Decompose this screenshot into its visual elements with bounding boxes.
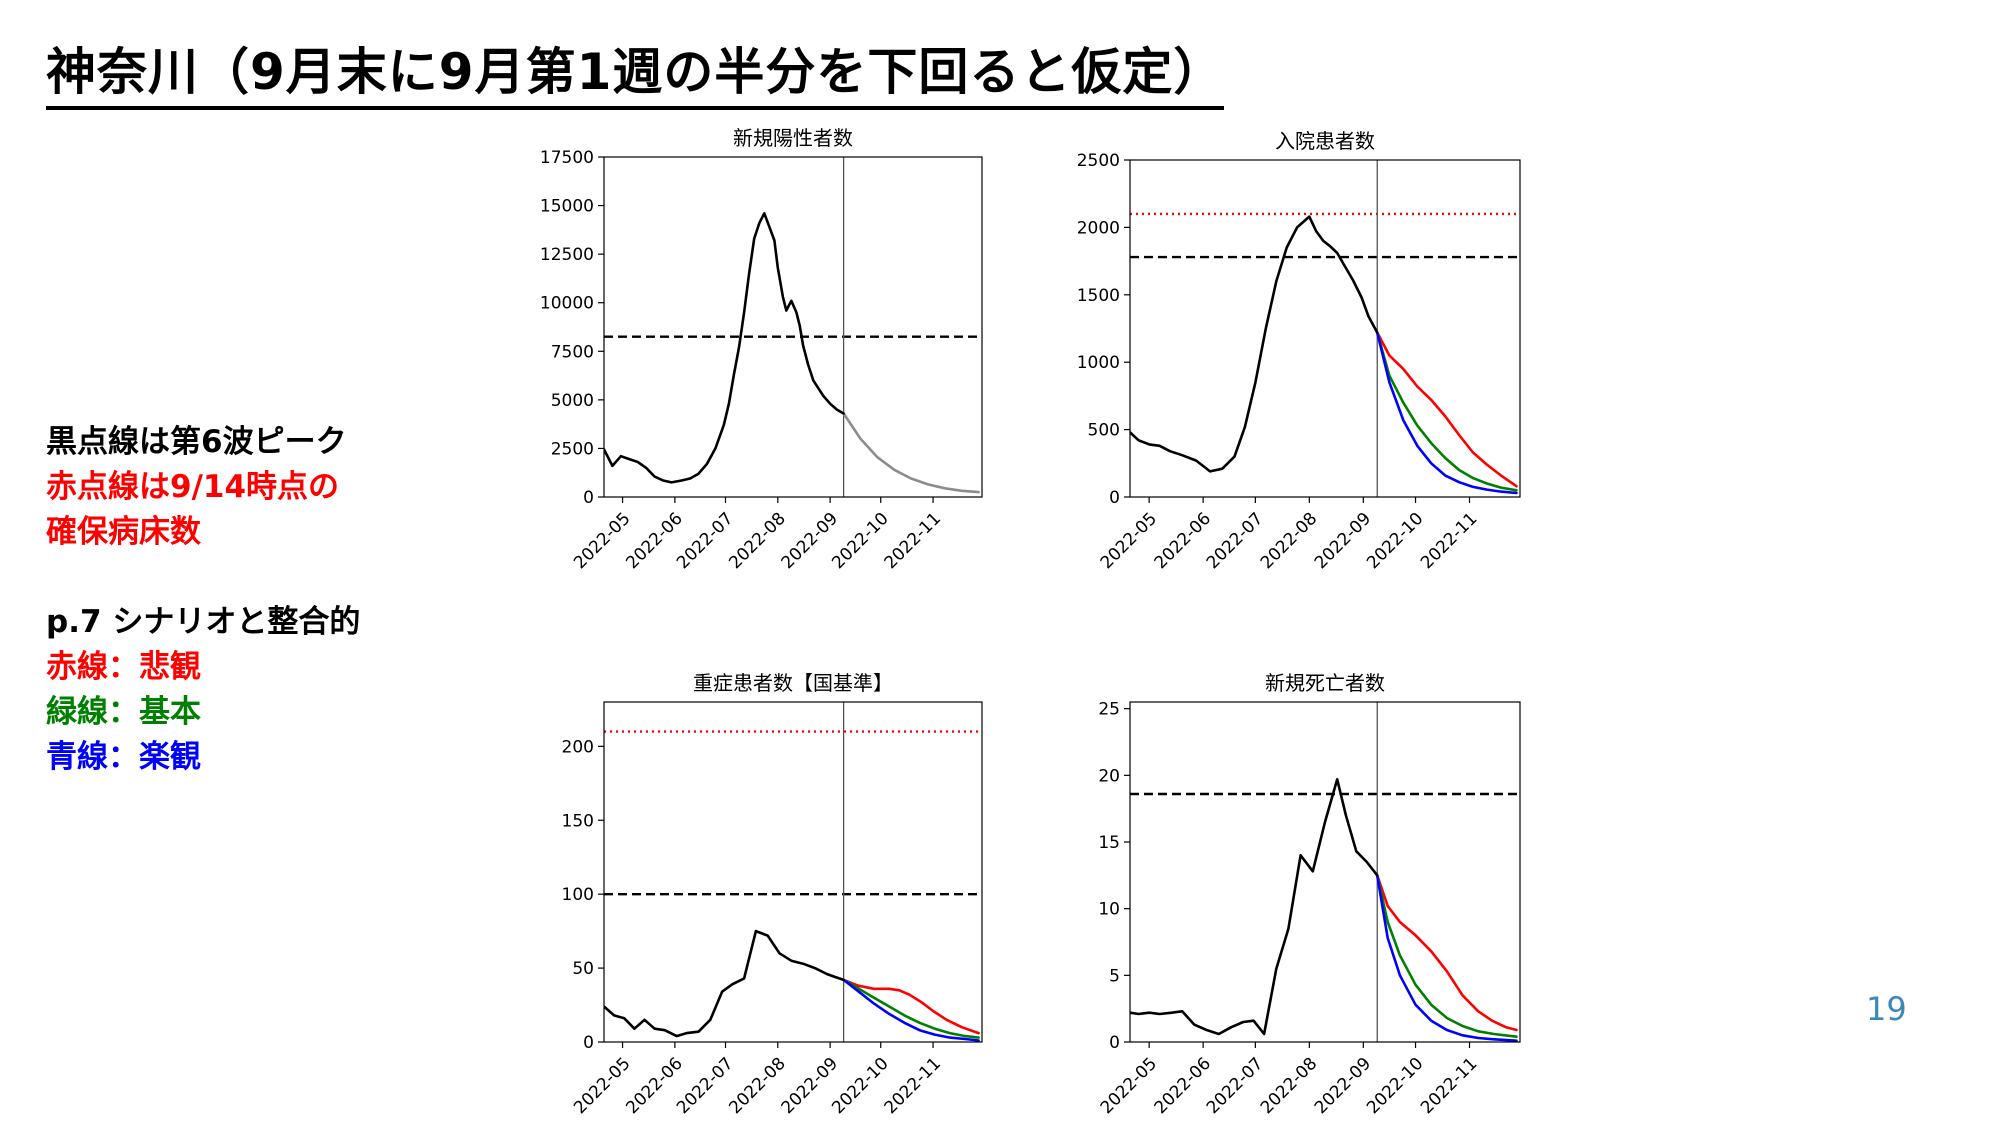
x-tick-label: 2022-06: [1151, 1054, 1215, 1118]
projection-series: [842, 412, 980, 494]
slide-title: 神奈川（9月末に9月第1週の半分を下回ると仮定）: [46, 40, 1225, 110]
x-tick-label: 2022-10: [828, 509, 892, 573]
x-tick-label: 2022-08: [1257, 1054, 1321, 1118]
y-tick-label: 150: [562, 811, 594, 831]
y-tick-label: 10: [1098, 900, 1120, 920]
optimistic-series: [842, 978, 980, 1042]
observed-series: [1130, 215, 1379, 473]
optimistic-series: [1375, 331, 1518, 495]
x-tick-label: 2022-07: [673, 509, 737, 573]
note-peak-line: 黒点線は第6波ピーク: [46, 424, 347, 460]
note-baseline: 緑線：基本: [46, 694, 201, 730]
y-tick-label: 2500: [551, 439, 594, 459]
y-tick-label: 0: [583, 1033, 594, 1053]
y-tick-label: 12500: [540, 245, 594, 265]
note-spacer: [46, 555, 360, 600]
y-tick-label: 0: [1109, 488, 1120, 508]
pessimistic-series: [842, 978, 980, 1035]
x-tick-label: 2022-11: [881, 1054, 945, 1118]
x-tick-label: 2022-11: [1417, 509, 1481, 573]
x-tick-label: 2022-07: [673, 1054, 737, 1118]
y-tick-label: 500: [1088, 421, 1120, 441]
y-tick-label: 25: [1098, 700, 1120, 720]
y-tick-label: 15000: [540, 197, 594, 217]
y-tick-label: 50: [572, 959, 594, 979]
chart-title: 新規陽性者数: [733, 126, 853, 150]
x-tick-label: 2022-05: [570, 1054, 634, 1118]
y-tick-label: 15: [1098, 833, 1120, 853]
note-bed-line-cont: 確保病床数: [46, 514, 201, 550]
optimistic-series: [1375, 874, 1518, 1042]
x-tick-label: 2022-11: [1417, 1054, 1481, 1118]
observed-series: [604, 929, 845, 1038]
y-tick-label: 7500: [551, 342, 594, 362]
y-tick-label: 1000: [1077, 353, 1120, 373]
plot-frame: [603, 156, 983, 498]
pessimistic-series: [1375, 874, 1518, 1032]
chart-title: 新規死亡者数: [1265, 671, 1385, 695]
note-scenario-heading: p.7 シナリオと整合的: [46, 604, 361, 640]
baseline-series: [1375, 331, 1518, 492]
y-tick-label: 1500: [1077, 286, 1120, 306]
page-number: 19: [1866, 990, 1907, 1028]
x-tick-label: 2022-07: [1203, 1054, 1267, 1118]
x-tick-label: 2022-08: [1257, 509, 1321, 573]
y-tick-label: 5000: [551, 391, 594, 411]
y-tick-label: 5: [1109, 966, 1120, 986]
note-pessimistic: 赤線：悲観: [46, 649, 201, 685]
x-tick-label: 2022-05: [1097, 1054, 1161, 1118]
baseline-series: [1375, 874, 1518, 1039]
chart-new-deaths: 新規死亡者数05101520252022-052022-062022-07202…: [1097, 671, 1521, 1118]
chart-hospitalized: 入院患者数050010001500200025002022-052022-062…: [1077, 129, 1521, 573]
x-tick-label: 2022-09: [1311, 1054, 1375, 1118]
plot-frame: [603, 701, 983, 1043]
y-tick-label: 20: [1098, 766, 1120, 786]
x-tick-label: 2022-10: [1363, 1054, 1427, 1118]
y-tick-label: 2500: [1077, 151, 1120, 171]
observed-series: [1130, 778, 1379, 1036]
y-tick-label: 0: [583, 488, 594, 508]
y-tick-label: 10000: [540, 294, 594, 314]
y-tick-label: 17500: [540, 148, 594, 168]
chart-severe: 重症患者数【国基準】0501001502002022-052022-062022…: [562, 671, 983, 1118]
x-tick-label: 2022-05: [570, 509, 634, 573]
plot-frame: [1129, 159, 1521, 498]
x-tick-label: 2022-11: [881, 509, 945, 573]
baseline-series: [842, 978, 980, 1039]
y-tick-label: 2000: [1077, 218, 1120, 238]
chart-title: 重症患者数【国基準】: [693, 671, 893, 695]
y-tick-label: 100: [562, 885, 594, 905]
pessimistic-series: [1375, 331, 1518, 488]
x-tick-label: 2022-08: [725, 1054, 789, 1118]
x-tick-label: 2022-10: [1363, 509, 1427, 573]
observed-series: [604, 212, 845, 484]
y-tick-label: 0: [1109, 1033, 1120, 1053]
chart-title: 入院患者数: [1275, 129, 1375, 153]
note-optimistic: 青線：楽観: [46, 739, 201, 775]
x-tick-label: 2022-06: [1151, 509, 1215, 573]
y-tick-label: 200: [562, 737, 594, 757]
x-tick-label: 2022-07: [1203, 509, 1267, 573]
x-tick-label: 2022-05: [1097, 509, 1161, 573]
x-tick-label: 2022-09: [1311, 509, 1375, 573]
x-tick-label: 2022-10: [828, 1054, 892, 1118]
plot-frame: [1129, 701, 1521, 1043]
note-bed-line: 赤点線は9/14時点の: [46, 469, 340, 505]
chart-new-positives: 新規陽性者数 0 2500 5000 7500 10000 12500 15000 17500 2…: [540, 126, 983, 573]
legend-notes: 黒点線は第6波ピーク 赤点線は9/14時点の 確保病床数 p.7 シナリオと整合…: [46, 420, 360, 780]
x-tick-label: 2022-08: [725, 509, 789, 573]
